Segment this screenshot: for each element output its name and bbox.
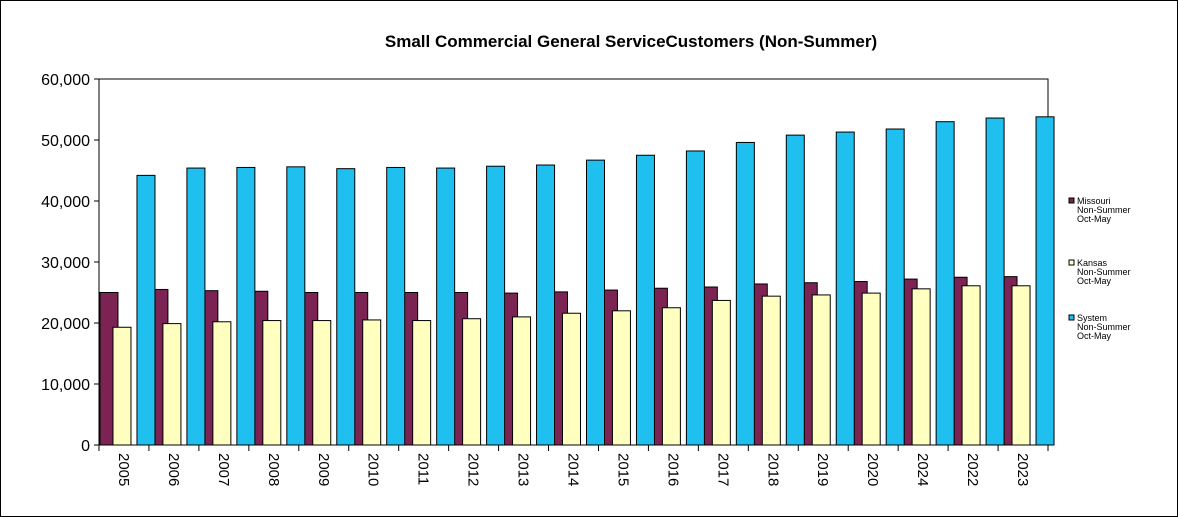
bar-system [186,167,206,446]
y-tick-label: 10,000 [41,377,90,394]
bar-kansas [262,320,282,446]
bar-kansas [961,285,981,446]
legend-label: Oct-May [1077,214,1112,224]
legend-swatch [1068,314,1075,321]
x-tick-label: 2008 [265,453,282,486]
bar-system [536,164,556,446]
bar-system [586,159,605,446]
bars [99,116,1055,446]
legend-swatch [1068,259,1075,266]
bar-kansas [562,312,581,446]
bar-system [286,166,306,446]
legend-label: Oct-May [1077,276,1112,286]
legend-label: Non-Summer [1077,322,1131,332]
x-tick-label: 2018 [764,453,781,486]
x-tick-label: 2013 [515,453,532,486]
bar-system [785,134,805,446]
x-tick-label: 2012 [465,453,482,486]
bar-kansas [462,318,482,446]
x-tick-label: 2023 [1014,453,1031,486]
y-tick-label: 60,000 [41,72,90,89]
bar-kansas [661,307,681,446]
bar-kansas [412,320,432,446]
bar-kansas [711,299,731,446]
y-tick-label: 0 [81,438,90,455]
bar-system [735,141,755,446]
x-tick-label: 2015 [614,453,631,486]
legend-label: Kansas [1077,258,1108,268]
bar-kansas [811,294,831,446]
legend-label: Oct-May [1077,331,1112,341]
bar-kansas [611,310,631,446]
bar-kansas [761,295,781,446]
bar-kansas [212,321,232,446]
chart-title: Small Commercial General ServiceCustomer… [385,32,877,51]
bar-system [1035,116,1055,446]
bar-kansas [162,323,182,446]
y-tick-label: 30,000 [41,255,90,272]
bar-kansas [362,319,382,446]
x-tick-label: 2011 [415,453,432,485]
legend: MissouriNon-SummerOct-MayKansasNon-Summe… [1068,196,1131,341]
y-tick-label: 20,000 [41,316,90,333]
legend-label: Non-Summer [1077,205,1131,215]
x-axis: 2005 2006 2007 2008 2009 2010 2011 2012 2013 2014… [98,445,1049,486]
bar-system [835,131,855,446]
bar-kansas [112,326,132,446]
x-tick-label: 2017 [714,453,731,486]
bar-system [336,168,356,446]
bar-system [985,117,1005,446]
x-tick-label: 2016 [664,453,681,486]
x-tick-label: 2010 [365,453,382,486]
bar-system [885,128,905,446]
x-tick-label: 2020 [864,453,881,486]
x-tick-label: 2006 [165,453,182,486]
x-tick-label: 2024 [914,453,931,486]
y-tick-label: 40,000 [41,194,90,211]
bar-system [635,154,655,446]
bar-kansas [312,320,332,446]
x-tick-label: 2007 [215,453,232,486]
legend-label: Non-Summer [1077,267,1131,277]
legend-label: System [1077,313,1107,323]
x-tick-label: 2014 [565,453,582,486]
bar-kansas [512,316,532,446]
bar-system [386,166,406,446]
x-tick-label: 2022 [964,453,981,486]
bar-system [236,166,256,446]
y-tick-label: 50,000 [41,133,90,150]
x-tick-label: 2005 [115,453,132,486]
bar-system [136,174,156,446]
x-tick-label: 2019 [814,453,831,486]
bar-kansas [911,288,931,446]
bar-system [436,167,456,446]
bar-system [486,165,506,446]
x-tick-label: 2009 [315,453,332,486]
y-axis: 0 10,000 20,000 30,000 40,000 50,000 60,000 [41,72,99,455]
bar-kansas [1011,285,1031,446]
bar-system [685,150,705,446]
legend-swatch [1068,197,1075,204]
legend-label: Missouri [1077,196,1111,206]
bar-kansas [861,292,881,446]
bar-system [935,121,955,446]
